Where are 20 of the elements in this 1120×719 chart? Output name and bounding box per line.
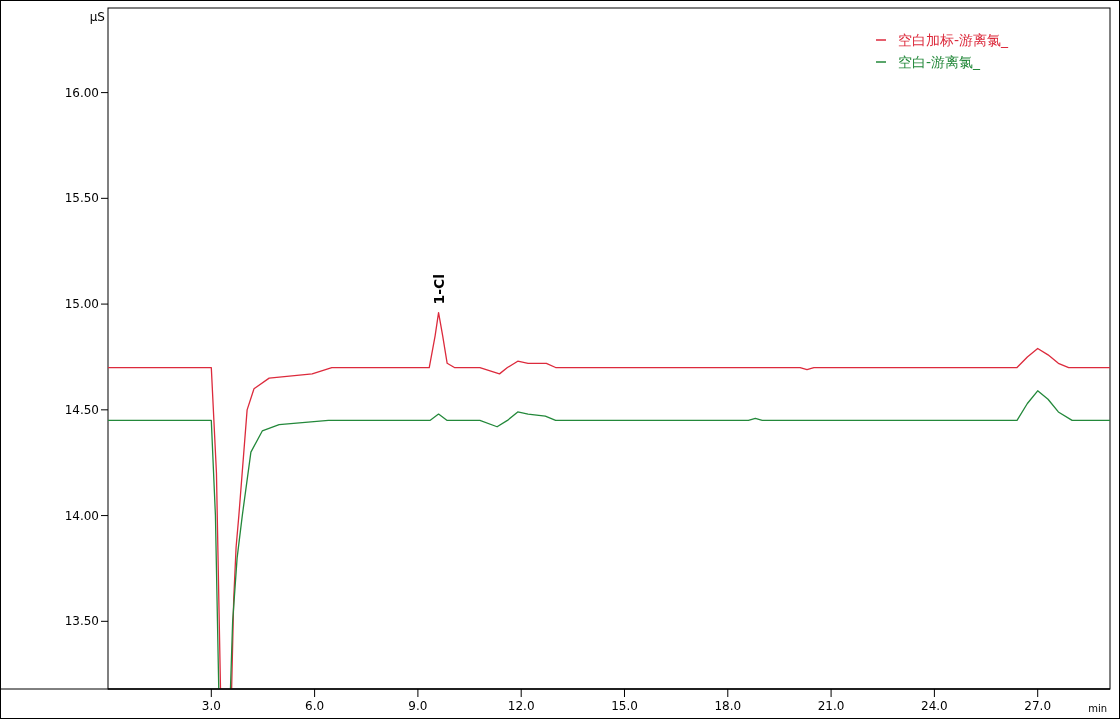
x-tick-label: 27.0 [1024, 699, 1052, 713]
y-tick-label: 15.00 [64, 297, 99, 312]
y-tick-label: 14.00 [64, 508, 99, 523]
x-tick-label: 18.0 [714, 699, 742, 713]
y-tick-label: 13.50 [64, 614, 99, 629]
x-tick-label: 12.0 [507, 699, 535, 713]
x-tick-label: 9.0 [408, 699, 428, 713]
x-axis-title: min [1088, 703, 1107, 714]
x-tick-label: 21.0 [817, 699, 845, 713]
x-tick-label: 3.0 [201, 699, 221, 713]
y-tick-label: 14.50 [64, 402, 99, 417]
y-axis-title: µS [89, 10, 105, 24]
y-tick-label: 16.00 [64, 85, 99, 100]
x-tick-label: 6.0 [305, 699, 325, 713]
x-tick-label: 24.0 [921, 699, 948, 713]
annotation: 1-Cl [430, 273, 447, 305]
legend-label: 空白-游离氯_ [898, 54, 982, 70]
y-tick-label: 15.50 [64, 191, 99, 206]
x-tick-label: 15.0 [611, 699, 638, 713]
legend-label: 空白加标-游离氯_ [898, 32, 1010, 48]
